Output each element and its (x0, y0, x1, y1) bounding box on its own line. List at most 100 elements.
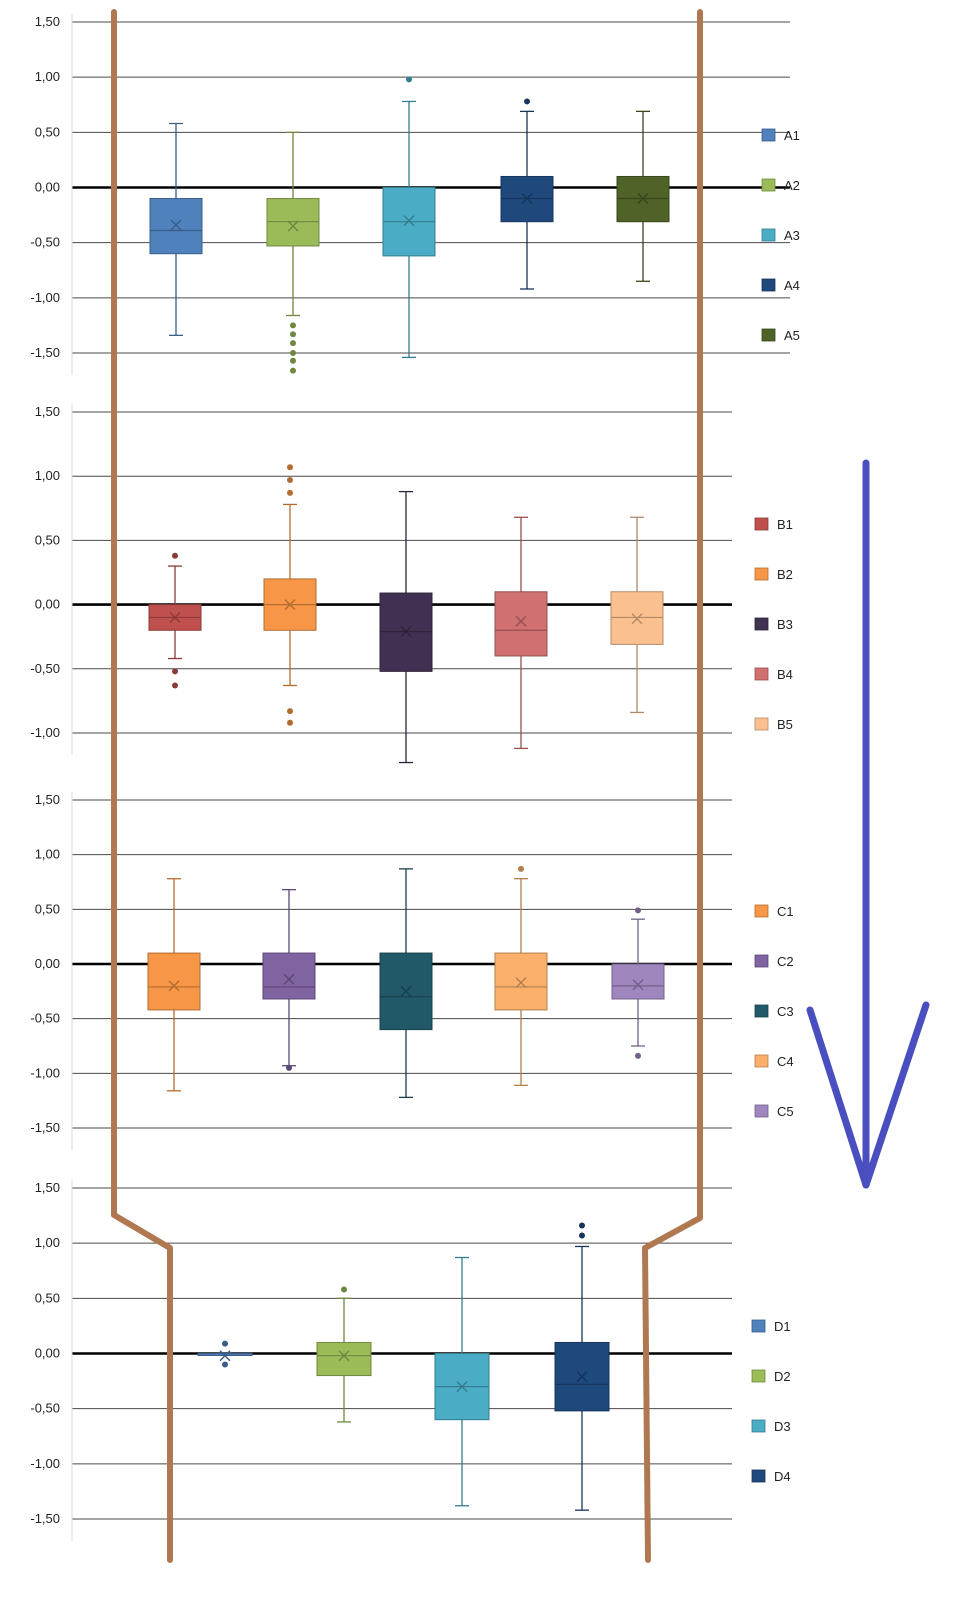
outlier-point (287, 708, 293, 715)
box-c5 (611, 907, 665, 1059)
outlier-point (290, 367, 296, 374)
legend-label: D4 (774, 1469, 791, 1484)
y-tick-label: -1,00 (30, 725, 60, 740)
box-c4 (494, 865, 548, 1087)
outlier-point (287, 489, 293, 496)
legend-swatch (754, 517, 769, 531)
chart-panel-2: 1,50 1,00 0,50 0,00 -0,50 -1,00 B1 B2 B3 B4 B5 (30, 404, 793, 764)
y-tick-label: -1,00 (30, 290, 60, 305)
iqr-box (494, 591, 548, 657)
box-d4 (554, 1222, 610, 1511)
box-a3 (382, 76, 436, 359)
mean-marker (576, 1371, 588, 1383)
legend-label: C2 (777, 954, 794, 969)
legend-label: C3 (777, 1004, 794, 1019)
y-tick-label: 0,00 (35, 1346, 60, 1361)
y-tick-label: 0,00 (35, 180, 60, 195)
chart-panel-1: 1,50 1,00 0,50 0,00 -0,50 -1,00 -1,50 A1 A2 A3 A4 A… (30, 14, 800, 375)
mean-marker (400, 985, 412, 997)
legend-swatch (754, 904, 769, 918)
legend-swatch (751, 1419, 766, 1433)
legend-label: A5 (784, 328, 800, 343)
outlier-point (406, 76, 412, 83)
box-c3 (379, 868, 433, 1099)
box-d2 (316, 1286, 372, 1423)
legend-label: D1 (774, 1319, 791, 1334)
legend-swatch (754, 667, 769, 681)
legend-label: A2 (784, 178, 800, 193)
box-b2 (263, 464, 317, 726)
legend-swatch (751, 1319, 766, 1333)
box-c1 (147, 878, 201, 1092)
y-tick-label: -1,50 (30, 1120, 60, 1135)
legend-label: C4 (777, 1054, 794, 1069)
legend-swatch (754, 954, 769, 968)
y-tick-label: 1,00 (35, 69, 60, 84)
legend-label: A4 (784, 278, 800, 293)
outlier-point (222, 1361, 228, 1368)
outlier-point (579, 1232, 585, 1239)
mean-marker (168, 980, 180, 992)
y-tick-label: -1,00 (30, 1065, 60, 1080)
mean-marker (515, 977, 527, 989)
box-d1 (197, 1340, 253, 1368)
box-d3 (434, 1256, 490, 1507)
box-a4 (500, 98, 554, 290)
y-tick-label: -0,50 (30, 1401, 60, 1416)
legend-swatch (754, 717, 769, 731)
y-tick-label: -0,50 (30, 235, 60, 250)
legend-label: D2 (774, 1369, 791, 1384)
outlier-point (635, 1052, 641, 1059)
outlier-point (286, 1064, 292, 1071)
y-tick-label: 1,00 (35, 1235, 60, 1250)
y-tick-label: 0,50 (35, 532, 60, 547)
y-tick-label: 1,00 (35, 847, 60, 862)
legend-swatch (751, 1369, 766, 1383)
y-tick-label: 0,50 (35, 1290, 60, 1305)
legend-swatch (761, 228, 776, 242)
box-a1 (149, 122, 203, 336)
box-c2 (262, 889, 316, 1071)
y-tick-label: 0,50 (35, 901, 60, 916)
outlier-point (290, 340, 296, 347)
legend-swatch (754, 617, 769, 631)
y-tick-label: 1,50 (35, 1180, 60, 1195)
iqr-box (147, 952, 201, 1011)
chart-panel-4: 1,50 1,00 0,50 0,00 -0,50 -1,00 -1,50 D1 D2 D3 D4 (30, 1180, 791, 1541)
legend-label: B2 (777, 567, 793, 582)
box-a5 (616, 110, 670, 282)
legend-swatch (761, 278, 776, 292)
y-tick-label: 0,50 (35, 124, 60, 139)
mean-marker (637, 193, 649, 205)
outlier-point (172, 552, 178, 559)
box-b4 (494, 516, 548, 750)
legend-label: C5 (777, 1104, 794, 1119)
legend-label: A3 (784, 228, 800, 243)
legend-swatch (761, 328, 776, 342)
mean-marker (631, 613, 643, 625)
iqr-box (149, 198, 203, 255)
mean-marker (170, 219, 182, 231)
mean-marker (400, 626, 412, 638)
box-b5 (610, 516, 664, 714)
legend-swatch (761, 128, 776, 142)
legend-label: C1 (777, 904, 794, 919)
mean-marker (219, 1350, 231, 1362)
iqr-box (494, 952, 548, 1011)
iqr-box (611, 963, 665, 1000)
legend-label: D3 (774, 1419, 791, 1434)
y-tick-label: -1,00 (30, 1456, 60, 1471)
y-tick-label: -1,50 (30, 345, 60, 360)
y-tick-label: 1,50 (35, 792, 60, 807)
legend-label: A1 (784, 128, 800, 143)
outlier-point (341, 1286, 347, 1293)
outlier-point (172, 668, 178, 675)
outlier-point (635, 907, 641, 914)
mean-marker (632, 979, 644, 991)
outlier-point (290, 331, 296, 338)
outlier-point (290, 357, 296, 364)
legend-swatch (761, 178, 776, 192)
mean-marker (338, 1350, 350, 1362)
